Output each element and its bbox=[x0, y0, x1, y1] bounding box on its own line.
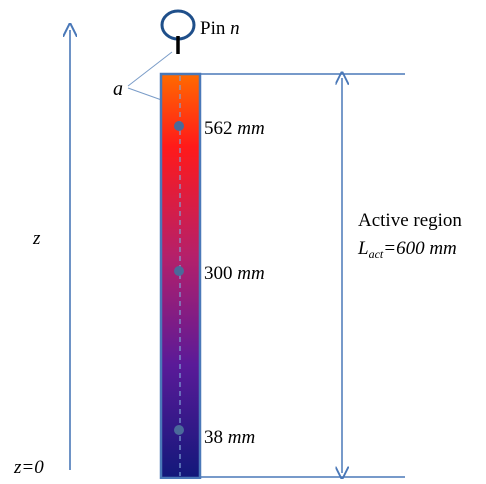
gap-label-a: a bbox=[113, 78, 123, 100]
sensor-label-38: 38 mm bbox=[204, 427, 255, 448]
sensor-position-300: 300 mm bbox=[174, 263, 265, 284]
sensor-dot bbox=[174, 425, 184, 435]
active-region-title: Active region bbox=[358, 210, 462, 231]
gap-leader-upper bbox=[127, 51, 173, 87]
active-region-length: Lact=600 mm bbox=[357, 238, 457, 261]
sensor-dot bbox=[174, 121, 184, 131]
z-origin-label: z=0 bbox=[13, 457, 44, 478]
sensor-label-300: 300 mm bbox=[204, 263, 265, 284]
sensor-position-38: 38 mm bbox=[174, 425, 255, 448]
pin-head-icon bbox=[160, 9, 196, 41]
z-axis-label: z bbox=[32, 228, 41, 249]
sensor-dot bbox=[174, 266, 184, 276]
sensor-position-562: 562 mm bbox=[174, 118, 265, 139]
sensor-label-562: 562 mm bbox=[204, 118, 265, 139]
pin-label: Pin n bbox=[200, 18, 240, 39]
